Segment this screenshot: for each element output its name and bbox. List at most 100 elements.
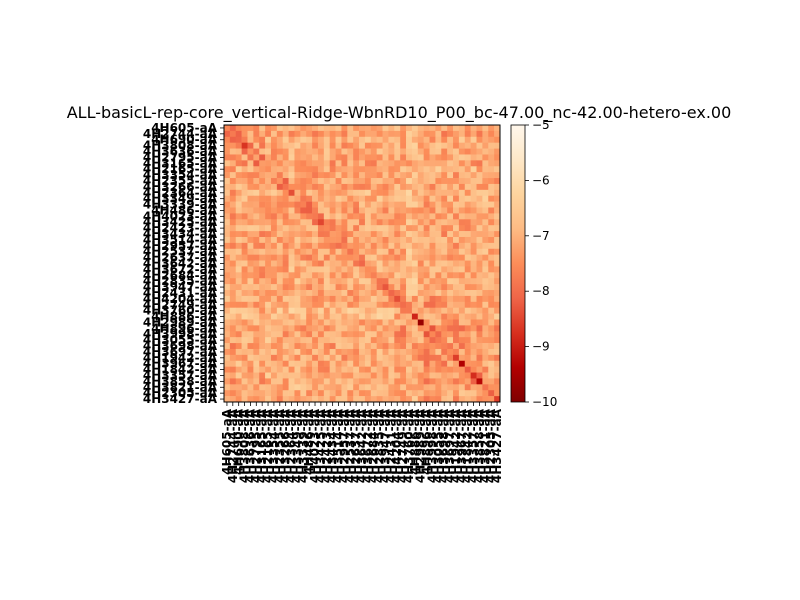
heatmap-cell — [247, 284, 254, 291]
heatmap-cell — [441, 207, 448, 214]
heatmap-cell — [300, 266, 307, 273]
heatmap-cell — [376, 266, 383, 273]
heatmap-cell — [488, 266, 495, 273]
heatmap-cell — [476, 207, 483, 214]
heatmap-cell — [323, 360, 330, 367]
heatmap-cell — [300, 313, 307, 320]
heatmap-cell — [300, 337, 307, 344]
heatmap-cell — [265, 301, 272, 308]
heatmap-cell — [235, 307, 242, 314]
heatmap-cell — [464, 295, 471, 303]
heatmap-cell — [306, 284, 313, 291]
heatmap-cell — [341, 313, 348, 320]
heatmap-cell — [259, 343, 266, 350]
heatmap-cell — [453, 148, 460, 155]
heatmap-cell — [370, 307, 377, 314]
heatmap-cell — [265, 278, 272, 285]
heatmap-cell — [453, 213, 460, 220]
heatmap-cell — [488, 242, 495, 250]
heatmap-cell — [329, 160, 336, 167]
heatmap-cell — [447, 348, 454, 356]
heatmap-cell — [400, 396, 407, 403]
heatmap-cell — [400, 254, 407, 261]
heatmap-cell — [276, 195, 284, 202]
heatmap-cell — [488, 313, 495, 320]
heatmap-cell — [306, 201, 313, 208]
heatmap-cell — [353, 366, 360, 373]
heatmap-cell — [423, 183, 430, 191]
heatmap-cell — [429, 272, 436, 279]
heatmap-cell — [488, 142, 495, 149]
heatmap-cell — [253, 148, 260, 155]
heatmap-cell — [488, 278, 495, 285]
heatmap-cell — [411, 201, 419, 208]
heatmap-cell — [359, 284, 366, 291]
heatmap-cell — [394, 160, 401, 167]
heatmap-cell — [294, 219, 301, 226]
heatmap-cell — [453, 372, 460, 379]
heatmap-cell — [300, 290, 307, 297]
heatmap-cell — [276, 242, 284, 250]
colorbar-tick-label: −8 — [532, 284, 550, 298]
heatmap-cell — [370, 178, 377, 185]
heatmap-cell — [276, 207, 284, 214]
heatmap-cell — [329, 189, 336, 197]
heatmap-cell — [494, 178, 501, 185]
heatmap-cell — [282, 125, 289, 132]
heatmap-cell — [494, 242, 501, 250]
heatmap-cell — [270, 154, 278, 161]
heatmap-cell — [482, 284, 489, 291]
heatmap-cell — [406, 213, 413, 220]
heatmap-cell — [317, 260, 325, 267]
heatmap-cell — [323, 130, 330, 138]
heatmap-cell — [376, 231, 383, 238]
heatmap-cell — [329, 236, 336, 244]
heatmap-cell — [341, 331, 348, 338]
y-tick-label: 4H2989-aA — [143, 315, 218, 329]
heatmap-cell — [382, 266, 389, 273]
heatmap-cell — [335, 260, 342, 267]
x-tick-label: 4H3672-aA — [361, 408, 375, 483]
y-tick-labels: 4H605-aA4H2744-aA4H690-aA4H3808-aA4H3636… — [143, 121, 224, 406]
heatmap-cell — [323, 354, 330, 362]
heatmap-cell — [347, 372, 354, 379]
heatmap-cell — [411, 195, 419, 202]
heatmap-cell — [259, 354, 266, 362]
heatmap-cell — [476, 307, 483, 314]
heatmap-cell — [241, 207, 248, 214]
heatmap-cell — [241, 248, 248, 255]
heatmap-cell — [435, 236, 442, 244]
heatmap-cell — [282, 290, 289, 297]
heatmap-cell — [482, 384, 489, 391]
heatmap-cell — [317, 325, 325, 332]
x-tick-label: 4H3947-aA — [378, 408, 392, 483]
heatmap-cell — [329, 142, 336, 149]
heatmap-cell — [406, 272, 413, 279]
heatmap-cell — [235, 396, 242, 403]
heatmap-cell — [470, 254, 477, 261]
heatmap-cell — [370, 384, 377, 391]
heatmap-cell — [470, 396, 477, 403]
heatmap-cell — [294, 390, 301, 397]
heatmap-cell — [329, 378, 336, 385]
heatmap-cell — [370, 254, 377, 261]
heatmap-cell — [400, 225, 407, 232]
heatmap-cell — [482, 348, 489, 356]
heatmap-cell — [329, 266, 336, 273]
heatmap-cell — [247, 172, 254, 179]
heatmap-cell — [306, 272, 313, 279]
heatmap-cell — [224, 278, 231, 285]
heatmap-cell — [276, 366, 284, 373]
heatmap-cell — [241, 183, 248, 191]
heatmap-cell — [382, 207, 389, 214]
heatmap-cell — [406, 236, 413, 244]
heatmap-cell — [406, 172, 413, 179]
heatmap-cell — [388, 313, 395, 320]
heatmap-cell — [441, 290, 448, 297]
heatmap-cell — [370, 260, 377, 267]
heatmap-cell — [359, 178, 366, 185]
heatmap-cell — [229, 242, 237, 250]
heatmap-cell — [306, 207, 313, 214]
heatmap-cell — [388, 284, 395, 291]
heatmap-cell — [270, 372, 278, 379]
